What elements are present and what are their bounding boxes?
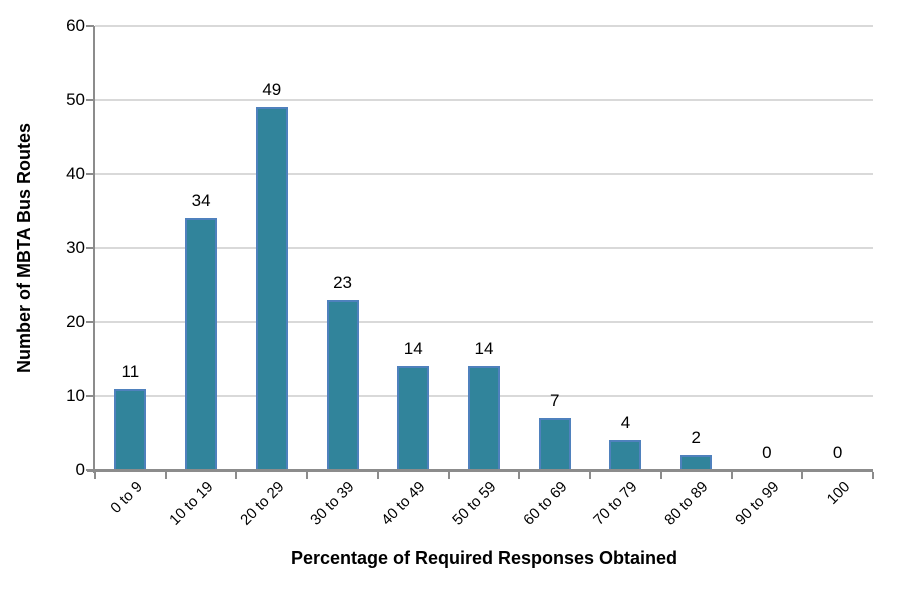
y-axis-title-text: Number of MBTA Bus Routes <box>14 123 34 373</box>
bar-value-label-70-to-79: 4 <box>620 413 631 433</box>
y-axis-line <box>93 26 95 473</box>
x-tick-mark-9 <box>730 472 733 479</box>
x-tick-label-20-to-29: 20 to 29 <box>236 478 288 529</box>
x-tick-label-50-to-59: 50 to 59 <box>448 478 500 529</box>
x-tick-label-0-to-9: 0 to 9 <box>107 478 146 517</box>
y-tick-mark-10 <box>86 395 94 397</box>
bar-value-label-50-to-59: 14 <box>474 339 494 359</box>
bar-70-to-79 <box>609 440 642 470</box>
bar-40-to-49 <box>397 366 430 470</box>
bar-10-to-19 <box>185 218 218 470</box>
y-tick-mark-50 <box>86 99 94 101</box>
x-tick-mark-5 <box>447 472 450 479</box>
y-tick-mark-30 <box>86 247 94 249</box>
x-tick-label-80-to-89: 80 to 89 <box>661 478 712 529</box>
x-tick-label-60-to-69: 60 to 69 <box>519 478 571 529</box>
plot-area <box>95 25 873 470</box>
y-tick-label-60: 60 <box>66 16 85 35</box>
bar-value-label-90-to-99: 0 <box>762 443 772 462</box>
x-tick-mark-8 <box>659 472 662 479</box>
bar-value-label-20-to-29: 49 <box>262 80 282 100</box>
y-tick-label-40: 40 <box>66 164 85 183</box>
gridline-y-50 <box>95 99 873 101</box>
y-tick-label-10: 10 <box>66 386 85 405</box>
y-tick-mark-0 <box>86 469 94 471</box>
bar-value-label-0-to-9: 11 <box>121 361 140 381</box>
bar-0-to-9 <box>114 388 147 470</box>
x-tick-mark-7 <box>589 472 592 479</box>
x-tick-mark-3 <box>306 472 309 479</box>
gridline-y-40 <box>95 173 873 175</box>
y-tick-mark-20 <box>86 321 94 323</box>
gridline-y-30 <box>95 247 873 249</box>
bar-value-label-10-to-19: 34 <box>191 191 211 211</box>
bar-80-to-89 <box>680 455 713 470</box>
x-tick-label-100: 100 <box>823 478 853 509</box>
x-tick-mark-6 <box>518 472 521 479</box>
y-tick-label-20: 20 <box>66 312 85 331</box>
x-tick-mark-4 <box>376 472 379 479</box>
x-tick-label-40-to-49: 40 to 49 <box>378 478 429 529</box>
x-tick-mark-1 <box>164 472 167 479</box>
bar-value-label-60-to-69: 7 <box>549 391 560 411</box>
x-axis-line <box>87 469 873 472</box>
y-tick-label-0: 0 <box>75 460 85 479</box>
x-tick-label-30-to-39: 30 to 39 <box>307 478 358 529</box>
x-tick-mark-2 <box>235 472 238 479</box>
x-tick-mark-10 <box>801 472 804 479</box>
x-tick-label-90-to-99: 90 to 99 <box>731 478 783 529</box>
y-tick-mark-60 <box>86 25 94 27</box>
gridline-y-60 <box>95 25 873 27</box>
x-tick-mark-0 <box>94 472 96 479</box>
x-axis-title: Percentage of Required Responses Obtaine… <box>290 548 678 568</box>
x-tick-label-10-to-19: 10 to 19 <box>166 478 217 529</box>
x-tick-mark-11 <box>872 472 874 479</box>
bar-value-label-100: 0 <box>832 443 843 462</box>
y-tick-mark-40 <box>86 173 94 175</box>
bar-value-label-30-to-39: 23 <box>333 272 352 292</box>
bar-value-label-80-to-89: 2 <box>691 428 701 448</box>
bar-30-to-39 <box>326 299 359 470</box>
bar-50-to-59 <box>468 366 500 470</box>
y-tick-label-30: 30 <box>66 238 85 257</box>
y-tick-label-50: 50 <box>66 90 85 109</box>
gridline-y-20 <box>95 321 873 323</box>
bar-20-to-29 <box>255 107 288 470</box>
bar-value-label-40-to-49: 14 <box>403 339 423 359</box>
x-tick-label-70-to-79: 70 to 79 <box>590 478 641 529</box>
bar-60-to-69 <box>538 418 571 470</box>
